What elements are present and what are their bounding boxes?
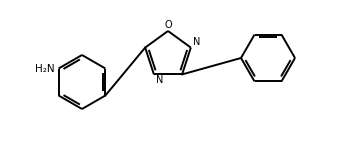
Text: O: O [164, 20, 172, 30]
Text: H₂N: H₂N [35, 63, 55, 74]
Text: N: N [193, 37, 200, 47]
Text: N: N [156, 75, 163, 85]
